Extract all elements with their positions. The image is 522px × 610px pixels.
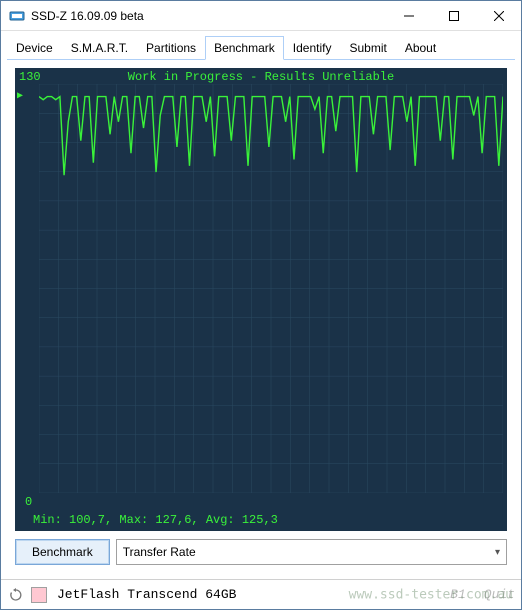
statusbar: JetFlash Transcend 64GB B1 Quit www.ssd-… [1, 579, 521, 609]
status-right: B1 Quit [450, 587, 515, 602]
tab-benchmark[interactable]: Benchmark [205, 36, 284, 60]
window-title: SSD-Z 16.09.09 beta [31, 9, 386, 23]
device-name: JetFlash Transcend 64GB [53, 587, 444, 602]
chart-plot [39, 84, 503, 493]
benchmark-panel: 130 Work in Progress - Results Unreliabl… [7, 59, 515, 573]
quit-label: Quit [484, 587, 515, 602]
tab-device[interactable]: Device [7, 36, 62, 60]
chart-banner: Work in Progress - Results Unreliable [15, 70, 507, 84]
mode-select[interactable]: Transfer Rate ▾ [116, 539, 507, 565]
benchmark-button[interactable]: Benchmark [15, 539, 110, 565]
tab-s-m-a-r-t-[interactable]: S.M.A.R.T. [62, 36, 137, 60]
tab-about[interactable]: About [396, 36, 445, 60]
chart-stats: Min: 100,7, Max: 127,6, Avg: 125,3 [33, 513, 278, 527]
status-b1: B1 [450, 587, 466, 602]
chevron-down-icon: ▾ [495, 547, 500, 558]
tab-bar: DeviceS.M.A.R.T.PartitionsBenchmarkIdent… [1, 31, 521, 59]
chart-y-zero: 0 [25, 495, 32, 509]
maximize-button[interactable] [431, 1, 476, 30]
benchmark-controls: Benchmark Transfer Rate ▾ [15, 539, 507, 565]
tab-partitions[interactable]: Partitions [137, 36, 205, 60]
app-window: SSD-Z 16.09.09 beta DeviceS.M.A.R.T.Part… [0, 0, 522, 610]
chart-play-marker: ▶ [17, 90, 23, 102]
mode-select-value: Transfer Rate [123, 545, 196, 559]
benchmark-chart: 130 Work in Progress - Results Unreliabl… [15, 68, 507, 531]
window-controls [386, 1, 521, 30]
tab-identify[interactable]: Identify [284, 36, 341, 60]
refresh-icon[interactable] [7, 586, 25, 604]
close-button[interactable] [476, 1, 521, 30]
device-color-swatch [31, 587, 47, 603]
tab-submit[interactable]: Submit [340, 36, 395, 60]
app-icon [9, 8, 25, 24]
minimize-button[interactable] [386, 1, 431, 30]
titlebar: SSD-Z 16.09.09 beta [1, 1, 521, 31]
